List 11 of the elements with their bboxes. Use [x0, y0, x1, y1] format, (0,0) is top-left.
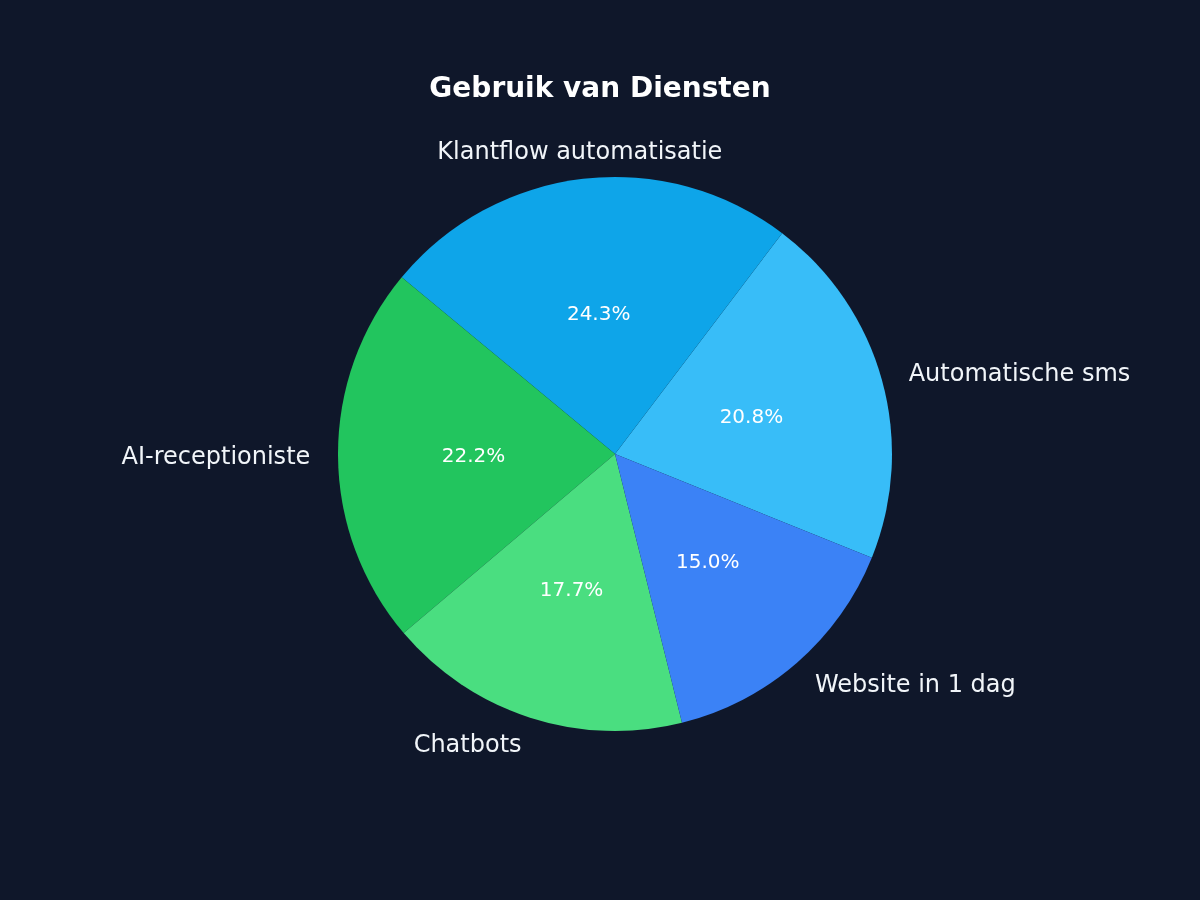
data-label: 15.0%: [676, 548, 740, 573]
slice-label: Automatische sms: [908, 358, 1131, 387]
data-label: 20.8%: [719, 404, 784, 429]
slice-label: Website in 1 dag: [814, 669, 1016, 698]
chart-title: Gebruik van Diensten: [429, 70, 771, 104]
slice-label: Chatbots: [413, 730, 522, 759]
slice-label: AI-receptioniste: [121, 441, 311, 470]
data-label: 17.7%: [539, 576, 604, 601]
data-label: 22.2%: [441, 442, 506, 467]
data-label: 24.3%: [566, 301, 631, 326]
slice-label: Klantflow automatisatie: [437, 137, 723, 166]
